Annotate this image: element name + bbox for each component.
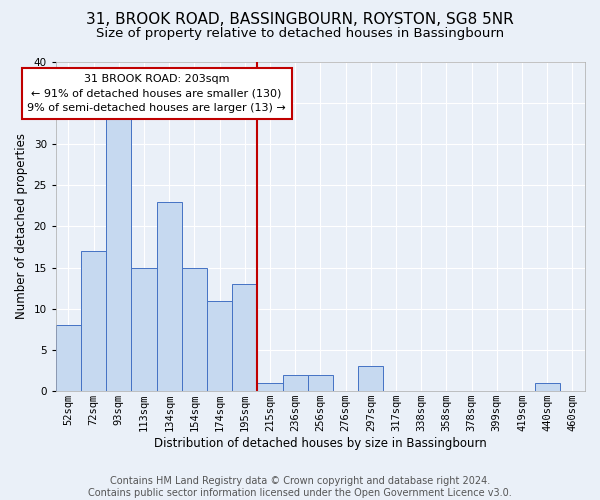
Text: Size of property relative to detached houses in Bassingbourn: Size of property relative to detached ho… — [96, 28, 504, 40]
Bar — [131, 268, 157, 391]
Bar — [257, 383, 283, 391]
Text: 31, BROOK ROAD, BASSINGBOURN, ROYSTON, SG8 5NR: 31, BROOK ROAD, BASSINGBOURN, ROYSTON, S… — [86, 12, 514, 28]
Text: 31 BROOK ROAD: 203sqm
← 91% of detached houses are smaller (130)
9% of semi-deta: 31 BROOK ROAD: 203sqm ← 91% of detached … — [27, 74, 286, 114]
Bar — [308, 374, 333, 391]
Bar — [535, 383, 560, 391]
Bar — [283, 374, 308, 391]
Bar — [106, 119, 131, 391]
X-axis label: Distribution of detached houses by size in Bassingbourn: Distribution of detached houses by size … — [154, 437, 487, 450]
Bar — [207, 300, 232, 391]
Bar — [157, 202, 182, 391]
Bar — [56, 325, 81, 391]
Text: Contains HM Land Registry data © Crown copyright and database right 2024.
Contai: Contains HM Land Registry data © Crown c… — [88, 476, 512, 498]
Bar — [182, 268, 207, 391]
Bar — [232, 284, 257, 391]
Bar — [81, 251, 106, 391]
Bar — [358, 366, 383, 391]
Y-axis label: Number of detached properties: Number of detached properties — [15, 134, 28, 320]
